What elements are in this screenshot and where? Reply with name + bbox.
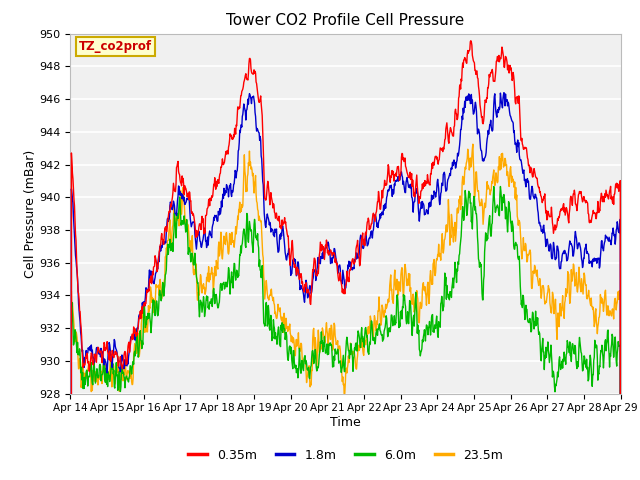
Text: TZ_co2prof: TZ_co2prof — [79, 40, 152, 53]
Title: Tower CO2 Profile Cell Pressure: Tower CO2 Profile Cell Pressure — [227, 13, 465, 28]
Legend: 0.35m, 1.8m, 6.0m, 23.5m: 0.35m, 1.8m, 6.0m, 23.5m — [183, 444, 508, 467]
X-axis label: Time: Time — [330, 416, 361, 429]
Y-axis label: Cell Pressure (mBar): Cell Pressure (mBar) — [24, 149, 36, 278]
